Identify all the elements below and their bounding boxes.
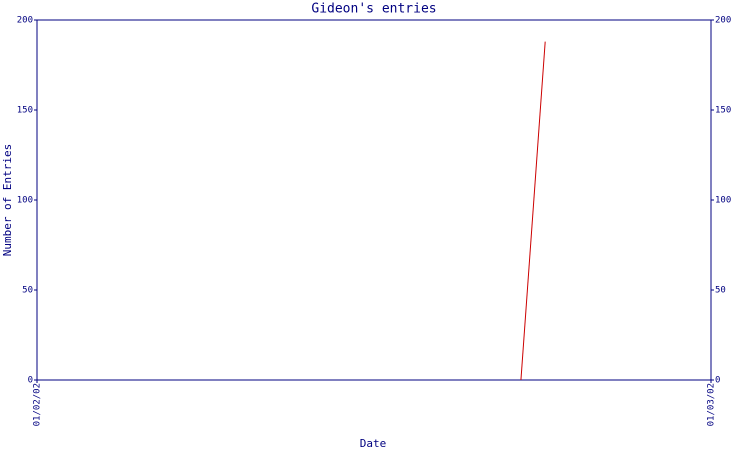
y-tick-label: 0	[28, 376, 33, 386]
y-tick-label: 50	[22, 286, 33, 296]
x-axis-label: Date	[360, 437, 387, 450]
x-tick-label: 01/02/02	[33, 383, 43, 426]
y-axis-label: Number of Entries	[1, 144, 14, 257]
y-tick-label: 150	[17, 106, 33, 116]
plot-frame	[36, 19, 712, 381]
y-tick-label: 100	[17, 196, 33, 206]
y-tick-label: 200	[17, 16, 33, 26]
y2-tick-label: 50	[715, 286, 726, 296]
x-tick-label: 01/03/02	[707, 383, 717, 426]
y2-tick-label: 200	[715, 16, 731, 26]
y2-tick-label: 100	[715, 196, 731, 206]
data-line	[520, 41, 546, 381]
chart-title: Gideon's entries	[311, 2, 436, 17]
y2-tick-label: 150	[715, 106, 731, 116]
y2-tick-label: 0	[715, 376, 720, 386]
